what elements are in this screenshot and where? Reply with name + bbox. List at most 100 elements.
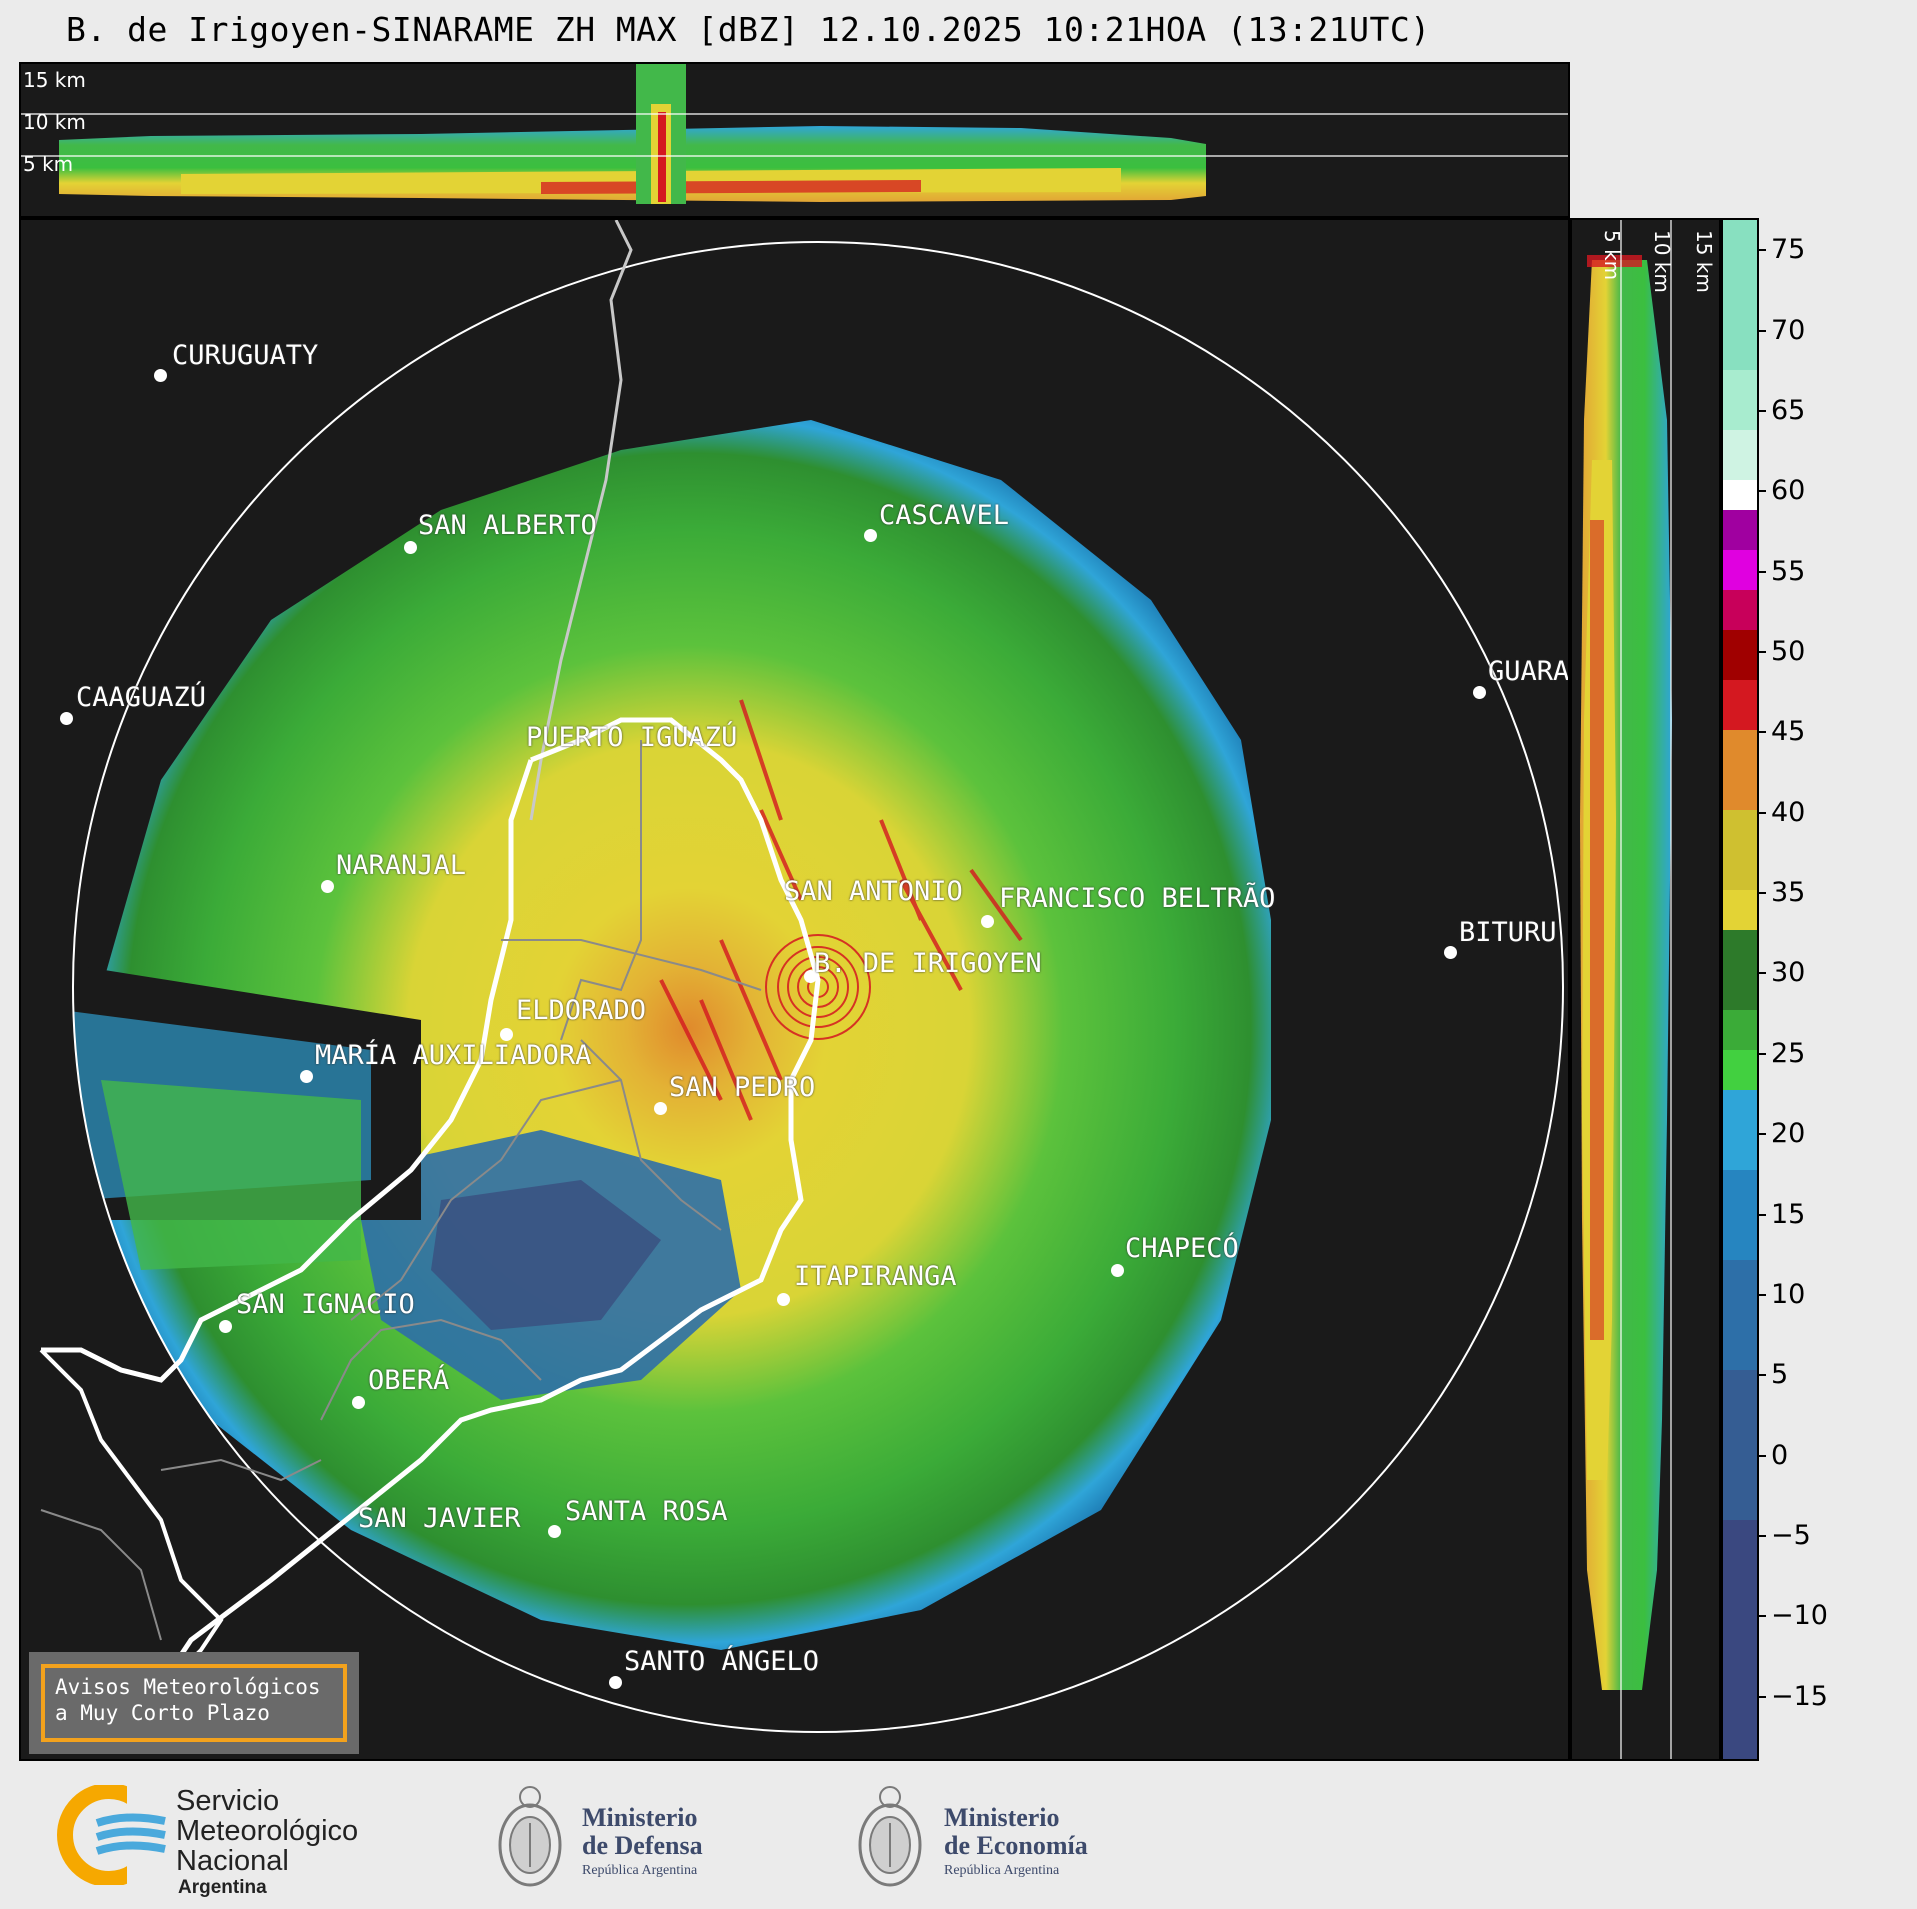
colorbar-tick-mark [1758, 570, 1766, 573]
city-label-curuguaty: CURUGUATY [172, 340, 319, 371]
defensa-text-2: de Defensa [582, 1831, 703, 1860]
warning-line-1: Avisos Meteorológicos [55, 1675, 321, 1699]
colorbar-tick-label: 60 [1771, 475, 1806, 507]
economia-seal-icon [858, 1786, 922, 1887]
province-border-misiones [119, 717, 821, 1722]
colorbar-tick-label: 65 [1771, 394, 1806, 426]
city-dot-santa-rosa [548, 1525, 561, 1538]
colorbar-tick-label: −10 [1771, 1600, 1828, 1632]
city-label-obera: OBERÁ [368, 1365, 450, 1396]
colorbar-tick-mark [1758, 811, 1766, 814]
right-cross-section-panel: 5 km 10 km 15 km [1570, 218, 1721, 1761]
colorbar-tick-label: 0 [1771, 1439, 1789, 1471]
echo-field [73, 420, 1271, 1650]
city-dot-san-pedro [654, 1102, 667, 1115]
colorbar-tick-label: 20 [1771, 1118, 1806, 1150]
colorbar-tick-mark [1758, 972, 1766, 975]
city-label-san-alberto: SAN ALBERTO [418, 510, 597, 541]
colorbar-tick-mark [1758, 1454, 1766, 1457]
city-label-san-javier: SAN JAVIER [358, 1503, 521, 1534]
colorbar-tick-label: 50 [1771, 635, 1806, 667]
defensa-text-1: Ministerio [582, 1803, 698, 1832]
right-cross-section-echo [1580, 220, 1672, 1759]
economia-text-3: República Argentina [944, 1863, 1060, 1878]
smn-text-3: Nacional [176, 1845, 289, 1877]
colorbar-tick-mark [1758, 409, 1766, 412]
colorbar-tick-mark [1758, 1293, 1766, 1296]
defensa-text-3: República Argentina [582, 1863, 698, 1878]
city-label-bituru: BITURU [1459, 917, 1557, 948]
city-dot-santo-angelo [609, 1676, 622, 1689]
city-dot-cascavel [864, 529, 877, 542]
colorbar-tick-mark [1758, 1695, 1766, 1698]
city-label-caaguazu: CAAGUAZÚ [76, 682, 207, 713]
city-label-b-de-irigoyen: B. DE IRIGOYEN [814, 948, 1042, 979]
colorbar-tick-label: 70 [1771, 314, 1806, 346]
colorbar [1721, 218, 1759, 1761]
colorbar-tick-label: 15 [1771, 1198, 1806, 1230]
city-dot-naranjal [321, 880, 334, 893]
city-dot-obera [352, 1396, 365, 1409]
top-cross-section-panel: 15 km 10 km 5 km [19, 62, 1570, 218]
colorbar-tick-mark [1758, 731, 1766, 734]
city-label-guara: GUARA [1488, 656, 1570, 687]
colorbar-swatches [1723, 220, 1757, 1759]
city-label-itapiranga: ITAPIRANGA [794, 1261, 957, 1292]
page-title: B. de Irigoyen-SINARAME ZH MAX [dBZ] 12.… [66, 10, 1431, 49]
colorbar-tick-labels: 75 70 65 60 55 50 45 40 35 30 25 20 15 10 5 0 −5 −10 −15 [1758, 218, 1879, 1761]
right-altitude-label-5km: 5 km [1600, 230, 1624, 281]
colorbar-tick-mark [1758, 892, 1766, 895]
smn-logo-icon [57, 1785, 167, 1885]
colorbar-tick-label: 75 [1771, 234, 1806, 266]
economia-text-2: de Economía [944, 1831, 1088, 1860]
colorbar-tick-label: 40 [1771, 796, 1806, 828]
city-dot-eldorado [500, 1028, 513, 1041]
top-altitude-label-10km: 10 km [23, 110, 86, 134]
city-dot-curuguaty [154, 369, 167, 382]
city-dot-bituru [1444, 946, 1457, 959]
colorbar-tick-mark [1758, 1133, 1766, 1136]
smn-text-4: Argentina [178, 1877, 267, 1898]
range-ring [72, 241, 1564, 1733]
colorbar-tick-label: 35 [1771, 877, 1806, 909]
smn-text-2: Meteorológico [176, 1815, 359, 1847]
city-label-san-antonio: SAN ANTONIO [784, 876, 963, 907]
city-label-chapeco: CHAPECÓ [1125, 1233, 1239, 1264]
city-dot-chapeco [1111, 1264, 1124, 1277]
city-dot-san-ignacio [219, 1320, 232, 1333]
colorbar-tick-label: 30 [1771, 957, 1806, 989]
province-border-west [41, 759, 534, 1383]
radar-reflectivity-map [39, 220, 1564, 1733]
city-dot-maria-auxiliadora [300, 1070, 313, 1083]
radar-map-panel[interactable]: CURUGUATY SAN ALBERTO CASCAVEL CAAGUAZÚ … [19, 218, 1570, 1761]
colorbar-tick-label: 10 [1771, 1278, 1806, 1310]
colorbar-tick-mark [1758, 1374, 1766, 1377]
country-border-north [529, 220, 633, 821]
top-cross-section-echo [21, 64, 1568, 204]
colorbar-tick-label: 55 [1771, 555, 1806, 587]
city-label-eldorado: ELDORADO [516, 995, 647, 1026]
colorbar-tick-label: −15 [1771, 1680, 1828, 1712]
radar-site-dot [804, 970, 817, 983]
top-altitude-label-5km: 5 km [23, 152, 74, 176]
city-dot-san-alberto [404, 541, 417, 554]
top-altitude-label-15km: 15 km [23, 68, 86, 92]
right-altitude-label-15km: 15 km [1692, 230, 1716, 293]
colorbar-tick-mark [1758, 490, 1766, 493]
footer: Servicio Meteorológico Nacional Argentin… [0, 1763, 1917, 1909]
colorbar-tick-mark [1758, 249, 1766, 252]
right-altitude-label-10km: 10 km [1650, 230, 1674, 293]
colorbar-tick-label: −5 [1771, 1519, 1811, 1551]
warning-line-2: a Muy Corto Plazo [55, 1701, 270, 1725]
economia-text-1: Ministerio [944, 1803, 1060, 1832]
warning-box[interactable]: Avisos Meteorológicos a Muy Corto Plazo [29, 1652, 359, 1754]
city-label-san-pedro: SAN PEDRO [669, 1072, 816, 1103]
colorbar-tick-label: 45 [1771, 716, 1806, 748]
colorbar-tick-label: 25 [1771, 1037, 1806, 1069]
defensa-seal-icon [498, 1786, 562, 1887]
colorbar-tick-mark [1758, 1052, 1766, 1055]
colorbar-tick-mark [1758, 650, 1766, 653]
colorbar-tick-mark [1758, 329, 1766, 332]
city-label-francisco-beltrao: FRANCISCO BELTRÃO [999, 883, 1276, 914]
colorbar-tick-mark [1758, 1213, 1766, 1216]
